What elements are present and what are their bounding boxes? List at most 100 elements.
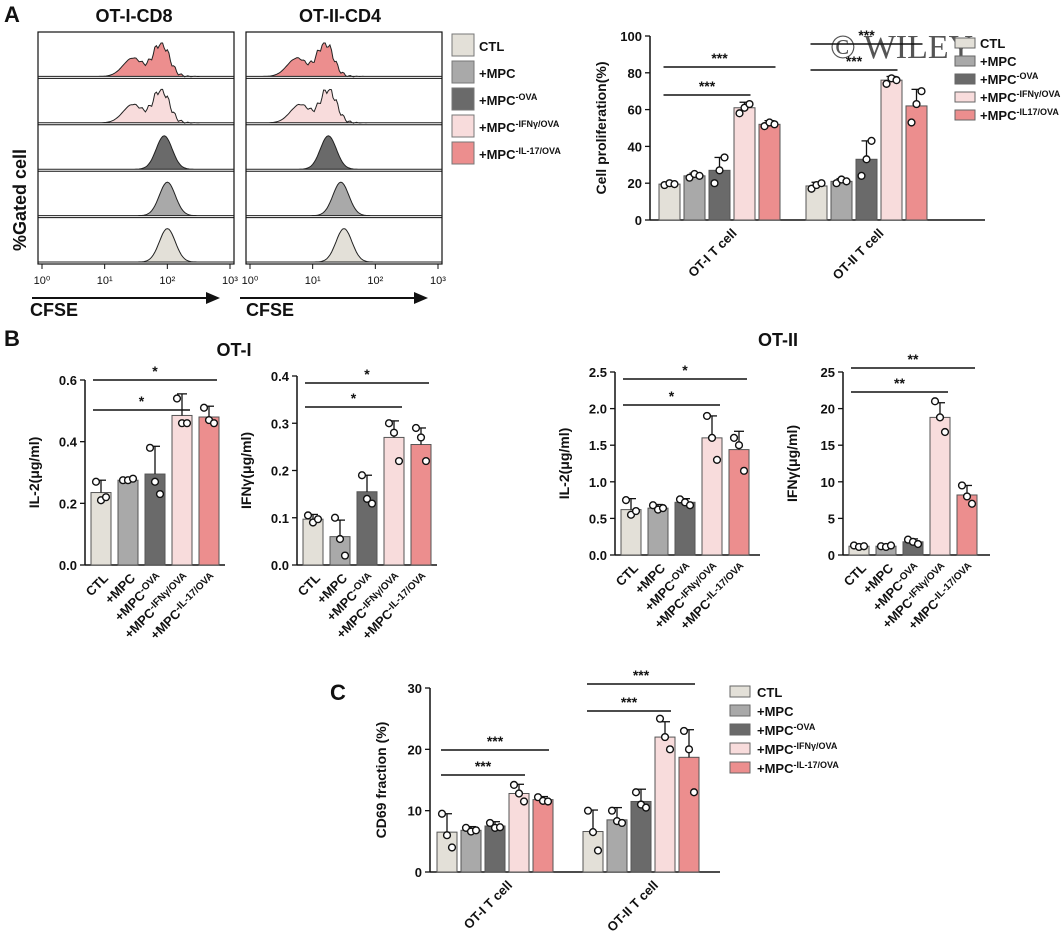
- histogram-frame: [37, 31, 235, 265]
- legend-label: +MPC-OVA: [757, 722, 816, 738]
- y-tick-label: 20: [628, 176, 642, 191]
- title-ot-ii: OT-II: [758, 330, 798, 350]
- data-point: [670, 180, 679, 189]
- legend-label: +MPC: [980, 54, 1017, 69]
- bar: [654, 736, 676, 873]
- chart-cd69-fraction: 0 10 20 30 CD69 fraction (%) OT-I T cell OT-II…: [373, 667, 720, 935]
- data-point: [437, 809, 447, 818]
- data-point: [892, 76, 901, 85]
- data-point: [684, 745, 694, 754]
- y-tick-label: 2.5: [589, 365, 607, 380]
- histogram-trace: [246, 88, 442, 124]
- y-tick-label: 0.3: [271, 416, 289, 431]
- data-point: [886, 541, 896, 550]
- data-point: [340, 551, 350, 560]
- significance-label: **: [908, 351, 919, 367]
- panel-label-a: A: [4, 2, 20, 27]
- histogram-trace: [38, 135, 234, 170]
- data-point: [930, 397, 940, 406]
- data-point: [543, 797, 553, 806]
- data-point: [495, 823, 505, 832]
- bar: [708, 169, 731, 221]
- data-point: [416, 433, 426, 442]
- data-point: [917, 87, 926, 96]
- significance-label: ***: [621, 694, 638, 710]
- data-point: [859, 542, 869, 551]
- data-point: [967, 499, 977, 508]
- data-point: [303, 511, 313, 520]
- data-point: [357, 471, 367, 480]
- histogram-trace: [246, 42, 442, 78]
- legend-panel-a: CTL +MPC +MPC-OVA +MPC-IFNγ/OVA +MPC-IL-17/O…: [451, 33, 561, 165]
- significance-label: ***: [846, 53, 863, 69]
- data-point: [857, 171, 866, 180]
- legend-swatch: [451, 87, 475, 111]
- data-point: [935, 413, 945, 422]
- category-label: OT-II T cell: [604, 878, 661, 935]
- data-point: [209, 419, 219, 428]
- histogram-trace: [246, 181, 442, 217]
- y-tick-label: 0.4: [59, 435, 78, 450]
- data-point: [514, 789, 524, 798]
- data-point: [735, 109, 744, 118]
- histogram-trace: [38, 181, 234, 217]
- chart-ot-ii-il2: 0.00.51.01.52.02.5IL-2(μg/ml)CTL+MPC+MPC…: [556, 362, 760, 633]
- significance-label: ***: [699, 78, 716, 94]
- legend-label: +MPC-IFNγ/OVA: [479, 119, 560, 135]
- legend-swatch: [729, 685, 751, 698]
- significance-label: *: [351, 390, 357, 406]
- data-point: [155, 489, 165, 499]
- y-axis-label: IFNγ(μg/ml): [238, 432, 254, 509]
- y-tick-label: 40: [628, 139, 642, 154]
- data-point: [442, 831, 452, 840]
- y-axis-label: Cell proliferation(%): [593, 61, 609, 194]
- y-tick-label: 20: [821, 402, 835, 417]
- legend-label: +MPC: [757, 704, 794, 719]
- y-tick-label: 0.0: [59, 558, 77, 573]
- y-tick-label: 0.0: [271, 558, 289, 573]
- histogram-trace: [246, 135, 442, 170]
- bar: [728, 449, 750, 556]
- data-point: [729, 433, 739, 442]
- data-point: [665, 745, 675, 754]
- significance-label: *: [669, 388, 675, 404]
- significance-label: ***: [487, 733, 504, 749]
- data-point: [394, 456, 404, 466]
- legend-swatch: [954, 109, 976, 121]
- y-tick-label: 0: [635, 213, 642, 228]
- legend-swatch: [729, 704, 751, 717]
- data-point: [101, 493, 111, 502]
- cfse-histogram-panels: %Gated cell OT-I-CD8 OT-II-CD4 CFSE CFSE…: [10, 6, 446, 320]
- bar: [678, 756, 700, 873]
- significance-label: **: [894, 375, 905, 391]
- bar: [758, 123, 781, 221]
- data-point: [313, 515, 323, 524]
- data-point: [485, 818, 495, 828]
- legend-label: +MPC: [479, 66, 516, 81]
- panel-label-b: B: [4, 326, 20, 351]
- y-tick-label: 0.0: [589, 548, 607, 563]
- histogram-xtick-label: 10³: [222, 275, 238, 287]
- legend-swatch: [729, 761, 751, 774]
- y-tick-label: 0.1: [271, 511, 289, 526]
- title-ot-i: OT-I: [217, 340, 252, 360]
- significance-label: ***: [858, 27, 875, 43]
- legend-swatch: [954, 73, 976, 85]
- data-point: [710, 179, 719, 188]
- data-point: [907, 118, 916, 127]
- bar: [683, 175, 706, 221]
- data-point: [720, 153, 729, 162]
- data-point: [962, 492, 972, 501]
- bar: [198, 416, 220, 566]
- data-point: [150, 477, 160, 486]
- histogram-title-ot-i: OT-I-CD8: [95, 6, 172, 26]
- data-point: [867, 136, 876, 145]
- y-tick-label: 5: [828, 511, 835, 526]
- y-tick-label: 25: [821, 365, 835, 380]
- data-point: [695, 171, 704, 180]
- legend-label: +MPC-IFNγ/OVA: [757, 741, 838, 757]
- histogram-xtick-label: 10²: [367, 275, 383, 287]
- chart-ot-ii-ifng: 0510152025IFNγ(μg/ml)CTL+MPC+MPC-OVA+MPC…: [784, 351, 990, 633]
- y-tick-label: 60: [628, 103, 642, 118]
- category-label: OT-I T cell: [461, 878, 516, 933]
